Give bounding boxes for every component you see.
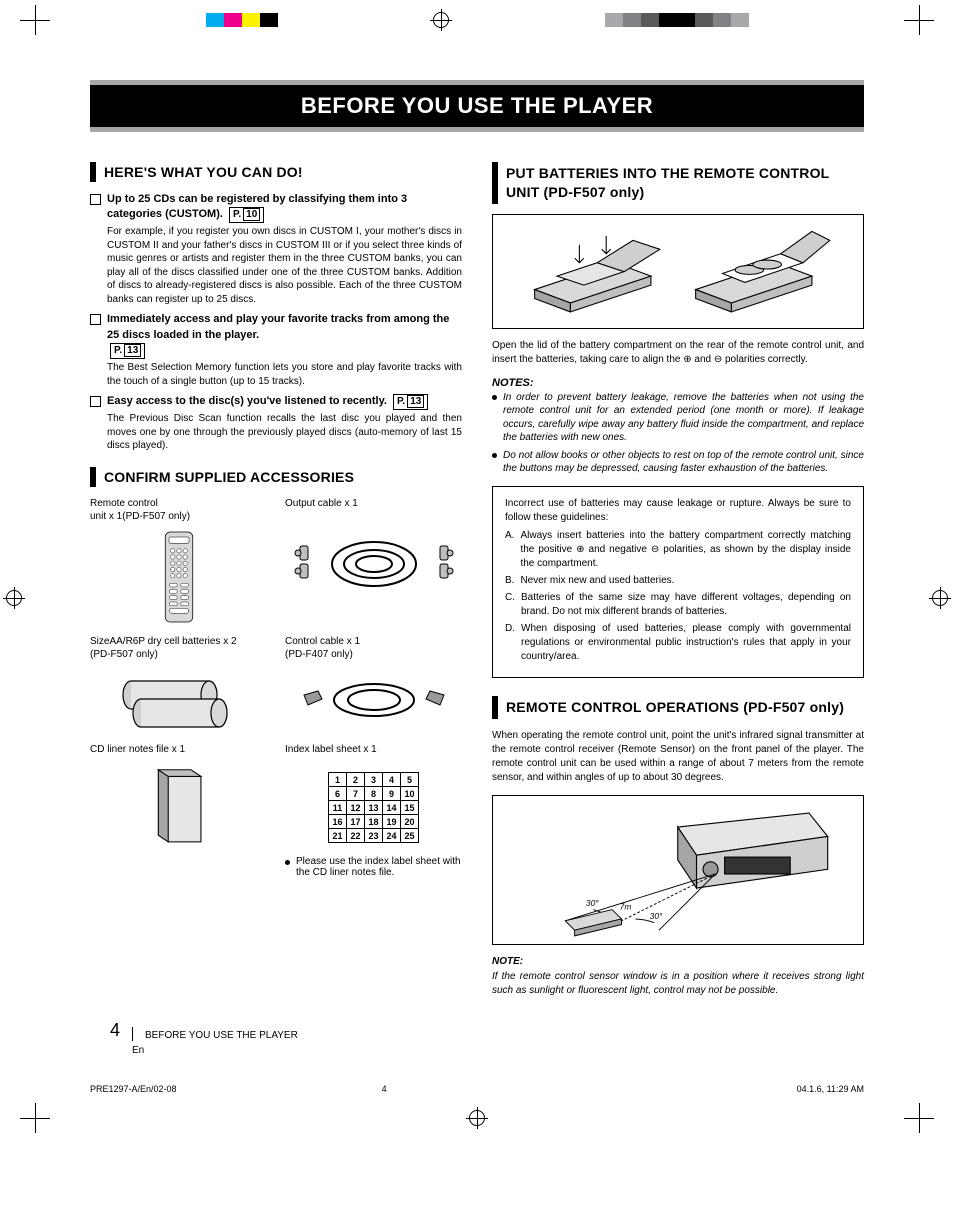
crop-mark bbox=[20, 1103, 50, 1133]
accessory-remote: Remote control unit x 1(PD-F507 only) bbox=[90, 497, 267, 627]
accessory-label: SizeAA/R6P dry cell batteries x 2 (PD-F5… bbox=[90, 635, 267, 661]
footer-title: BEFORE YOU USE THE PLAYER bbox=[145, 1030, 298, 1041]
liner-file-icon bbox=[90, 760, 267, 850]
slug-timestamp: 04.1.6, 11:29 AM bbox=[797, 1084, 864, 1094]
feature-description: For example, if you register you own dis… bbox=[107, 225, 462, 306]
section-heading: HERE'S WHAT YOU CAN DO! bbox=[90, 162, 462, 182]
feature-title: Up to 25 CDs can be registered by classi… bbox=[107, 192, 462, 223]
accessory-label: Control cable x 1 (PD-F407 only) bbox=[285, 635, 462, 661]
index-label-icon: 1234567891011121314151617181920212223242… bbox=[285, 760, 462, 850]
checkbox-icon bbox=[90, 396, 101, 407]
feature-item: Easy access to the disc(s) you've listen… bbox=[90, 394, 462, 453]
page-banner: BEFORE YOU USE THE PLAYER bbox=[90, 80, 864, 132]
slug-page: 4 bbox=[382, 1084, 387, 1094]
color-bars bbox=[206, 13, 278, 27]
registration-mark bbox=[433, 12, 449, 28]
print-marks-top bbox=[0, 0, 954, 40]
battery-insert-illustration bbox=[492, 214, 864, 329]
accessory-control-cable: Control cable x 1 (PD-F407 only) bbox=[285, 635, 462, 735]
angle-label: 30° bbox=[650, 911, 663, 921]
registration-mark bbox=[469, 1110, 485, 1126]
footer-language: En bbox=[132, 1045, 864, 1056]
feature-item: Up to 25 CDs can be registered by classi… bbox=[90, 192, 462, 306]
print-marks-bottom bbox=[0, 1098, 954, 1138]
page-content: BEFORE YOU USE THE PLAYER HERE'S WHAT YO… bbox=[0, 40, 954, 1076]
page-number: 4 bbox=[90, 1020, 120, 1041]
section-heading: PUT BATTERIES INTO THE REMOTE CONTROL UN… bbox=[492, 162, 864, 204]
distance-label: 7m bbox=[620, 902, 632, 912]
color-bars bbox=[605, 13, 749, 27]
feature-description: The Best Selection Memory function lets … bbox=[107, 361, 462, 388]
warning-list: A.Always insert batteries into the batte… bbox=[505, 529, 851, 664]
print-slug: PRE1297-A/En/02-08 4 04.1.6, 11:29 AM bbox=[0, 1076, 954, 1098]
notes-list: In order to prevent battery leakage, rem… bbox=[492, 391, 864, 476]
feature-item: Immediately access and play your favorit… bbox=[90, 312, 462, 388]
accessory-label: Output cable x 1 bbox=[285, 497, 462, 510]
accessory-label: Remote control unit x 1(PD-F507 only) bbox=[90, 497, 267, 523]
crop-mark bbox=[20, 5, 50, 35]
batteries-icon bbox=[90, 665, 267, 735]
feature-description: The Previous Disc Scan function recalls … bbox=[107, 412, 462, 453]
accessory-label: CD liner notes file x 1 bbox=[90, 743, 267, 756]
accessory-label: Index label sheet x 1 bbox=[285, 743, 462, 756]
section-heading: CONFIRM SUPPLIED ACCESSORIES bbox=[90, 467, 462, 487]
remote-operations-paragraph: When operating the remote control unit, … bbox=[492, 729, 864, 785]
index-table: 1234567891011121314151617181920212223242… bbox=[328, 772, 419, 843]
left-column: HERE'S WHAT YOU CAN DO! Up to 25 CDs can… bbox=[90, 162, 462, 998]
right-column: PUT BATTERIES INTO THE REMOTE CONTROL UN… bbox=[492, 162, 864, 998]
notes-heading: NOTES: bbox=[492, 377, 864, 389]
battery-warning-box: Incorrect use of batteries may cause lea… bbox=[492, 486, 864, 678]
remote-range-illustration: 30° 7m 30° bbox=[492, 795, 864, 945]
feature-title: Immediately access and play your favorit… bbox=[107, 312, 462, 359]
remote-note: NOTE: If the remote control sensor windo… bbox=[492, 955, 864, 998]
output-cable-icon bbox=[285, 514, 462, 614]
accessory-batteries: SizeAA/R6P dry cell batteries x 2 (PD-F5… bbox=[90, 635, 267, 735]
angle-label: 30° bbox=[586, 898, 599, 908]
warning-intro: Incorrect use of batteries may cause lea… bbox=[505, 497, 851, 525]
crop-mark bbox=[904, 5, 934, 35]
remote-control-icon bbox=[90, 527, 267, 627]
crop-mark bbox=[904, 1103, 934, 1133]
checkbox-icon bbox=[90, 314, 101, 325]
control-cable-icon bbox=[285, 665, 462, 735]
battery-paragraph: Open the lid of the battery compartment … bbox=[492, 339, 864, 367]
accessories-grid: Remote control unit x 1(PD-F507 only) bbox=[90, 497, 462, 878]
slug-code: PRE1297-A/En/02-08 bbox=[90, 1084, 177, 1094]
checkbox-icon bbox=[90, 194, 101, 205]
section-heading: REMOTE CONTROL OPERATIONS (PD-F507 only) bbox=[492, 696, 864, 719]
page-footer: 4 BEFORE YOU USE THE PLAYER bbox=[90, 1020, 864, 1041]
feature-title: Easy access to the disc(s) you've listen… bbox=[107, 394, 462, 410]
accessory-liner: CD liner notes file x 1 bbox=[90, 743, 267, 878]
index-note: Please use the index label sheet with th… bbox=[285, 856, 462, 878]
accessory-index-sheet: Index label sheet x 1 123456789101112131… bbox=[285, 743, 462, 878]
accessory-output-cable: Output cable x 1 bbox=[285, 497, 462, 627]
